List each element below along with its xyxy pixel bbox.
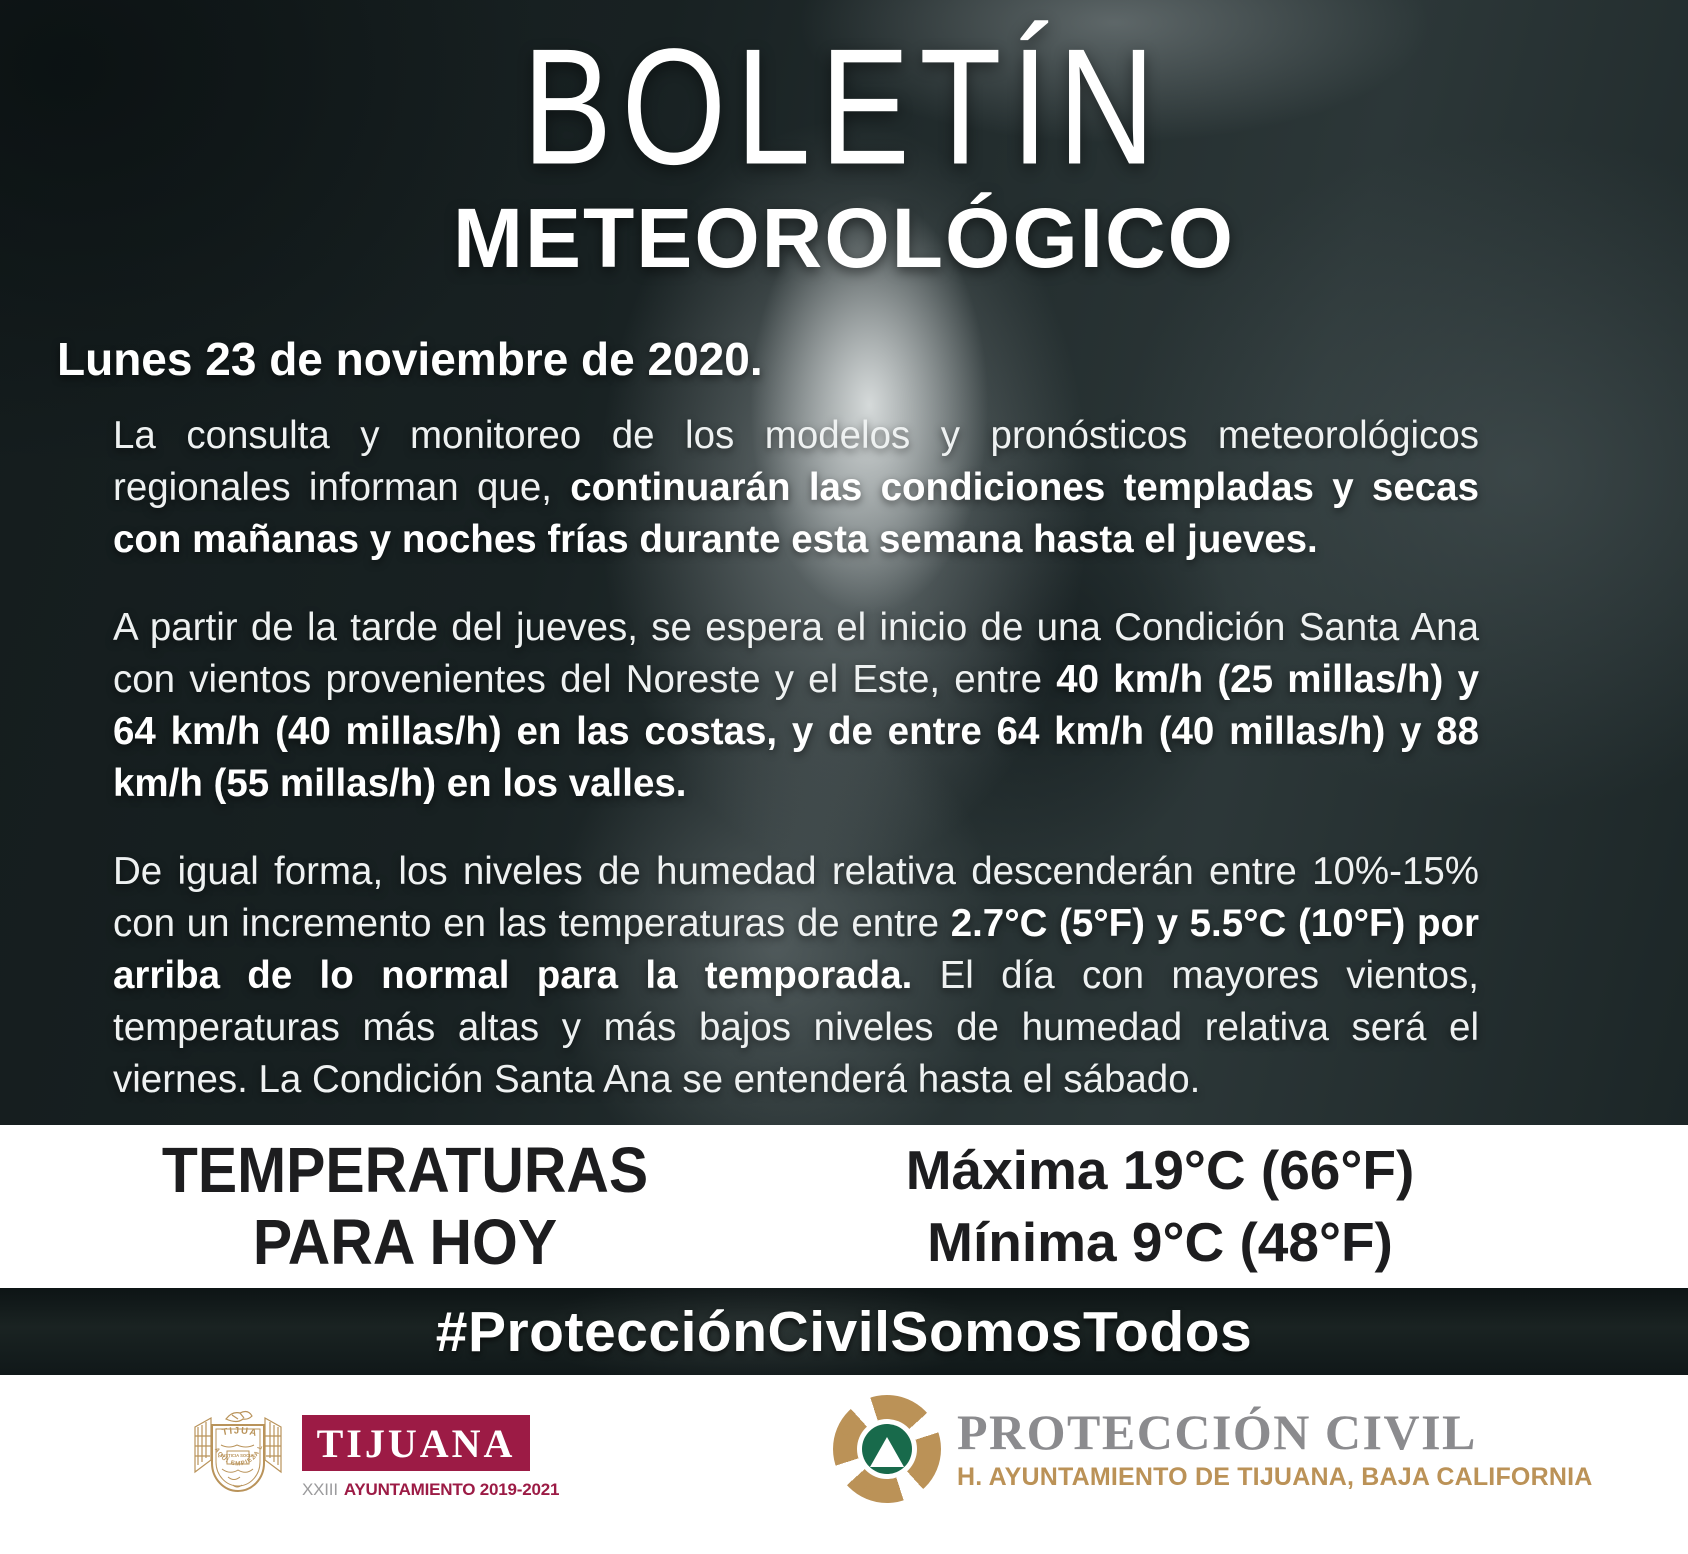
- max-temperature-label: Máxima: [905, 1139, 1123, 1201]
- tijuana-subtitle-roman: XXIII: [302, 1480, 338, 1499]
- temperatures-heading-line1: TEMPERATURAS: [161, 1133, 649, 1206]
- max-temperature: Máxima 19°C (66°F): [906, 1135, 1415, 1207]
- bulletin-paragraphs: La consulta y monitoreo de los modelos y…: [113, 410, 1479, 1142]
- crest-center-text: JUSTICIA SOCIAL: [220, 1453, 256, 1458]
- min-temperature-label: Mínima: [927, 1210, 1132, 1273]
- crest-banner-text: TIJUANA: [188, 1405, 258, 1439]
- paragraph-segment: De igual forma, los niveles de humedad r…: [113, 850, 1479, 945]
- tijuana-subtitle: XXIII AYUNTAMIENTO 2019-2021: [302, 1480, 559, 1500]
- page-title: BOLETÍN: [522, 13, 1166, 199]
- svg-text:TIJUANA: TIJUANA: [188, 1405, 259, 1439]
- footer: TIJUANA JUSTICIA SOCIAL AQUÍ EMPIEZA LA …: [0, 1375, 1688, 1554]
- emblem-curl: [841, 1426, 850, 1435]
- min-temperature: Mínima 9°C (48°F): [927, 1207, 1393, 1279]
- proteccion-civil-logo: PROTECCIÓN CIVIL H. AYUNTAMIENTO DE TIJU…: [833, 1395, 1592, 1503]
- max-temperature-value: 19°C (66°F): [1122, 1139, 1415, 1201]
- proteccion-civil-emblem-icon: [833, 1395, 941, 1503]
- tijuana-crest-icon: TIJUANA JUSTICIA SOCIAL AQUÍ EMPIEZA LA …: [188, 1405, 282, 1492]
- civil-protection-triangle-icon: [870, 1437, 904, 1467]
- hashtag-text: #ProtecciónCivilSomosTodos: [435, 1299, 1253, 1364]
- hashtag-band: #ProtecciónCivilSomosTodos: [0, 1288, 1688, 1375]
- paragraph-segment: A partir de la tarde del jueves, se espe…: [113, 606, 1479, 701]
- storm-clouds-background: [0, 0, 1688, 1125]
- title-block: BOLETÍN METEOROLÓGICO: [0, 13, 1688, 285]
- temperatures-heading: TEMPERATURAS PARA HOY: [32, 1133, 777, 1278]
- tijuana-logo: TIJUANA JUSTICIA SOCIAL AQUÍ EMPIEZA LA …: [188, 1399, 559, 1513]
- bulletin-paragraph: A partir de la tarde del jueves, se espe…: [113, 602, 1479, 810]
- tijuana-subtitle-rest: AYUNTAMIENTO 2019-2021: [343, 1480, 560, 1499]
- paragraph-segment: La consulta y monitoreo de los modelos y…: [113, 414, 1479, 509]
- bulletin-date: Lunes 23 de noviembre de 2020.: [57, 333, 763, 385]
- paragraph-bold-segment: 2.7°C (5°F) y 5.5°C (10°F) por arriba de…: [113, 902, 1479, 997]
- emblem-curl: [864, 1486, 873, 1495]
- temperatures-values: Máxima 19°C (66°F) Mínima 9°C (48°F): [810, 1135, 1510, 1278]
- temperatures-band: TEMPERATURAS PARA HOY Máxima 19°C (66°F)…: [0, 1125, 1688, 1288]
- proteccion-civil-wordmark: PROTECCIÓN CIVIL H. AYUNTAMIENTO DE TIJU…: [957, 1406, 1592, 1492]
- page-subtitle: METEOROLÓGICO: [453, 191, 1235, 285]
- tijuana-name-box: TIJUANA: [302, 1415, 530, 1471]
- bulletin-paragraph: La consulta y monitoreo de los modelos y…: [113, 410, 1479, 566]
- min-temperature-value: 9°C (48°F): [1131, 1210, 1393, 1273]
- paragraph-bold-segment: 40 km/h (25 millas/h) y 64 km/h (40 mill…: [113, 658, 1479, 805]
- paragraph-segment: El día con mayores vientos, temperaturas…: [113, 954, 1479, 1101]
- paragraph-bold-segment: continuarán las condiciones templadas y …: [113, 466, 1479, 561]
- proteccion-civil-subtitle: H. AYUNTAMIENTO DE TIJUANA, BAJA CALIFOR…: [957, 1462, 1593, 1491]
- tijuana-wordmark: TIJUANA XXIII AYUNTAMIENTO 2019-2021: [302, 1399, 559, 1500]
- proteccion-civil-name: PROTECCIÓN CIVIL: [957, 1404, 1477, 1461]
- emblem-curl: [901, 1403, 910, 1412]
- temperatures-heading-line2: PARA HOY: [252, 1205, 558, 1278]
- bulletin-paragraph: De igual forma, los niveles de humedad r…: [113, 846, 1479, 1106]
- emblem-curl: [924, 1463, 933, 1472]
